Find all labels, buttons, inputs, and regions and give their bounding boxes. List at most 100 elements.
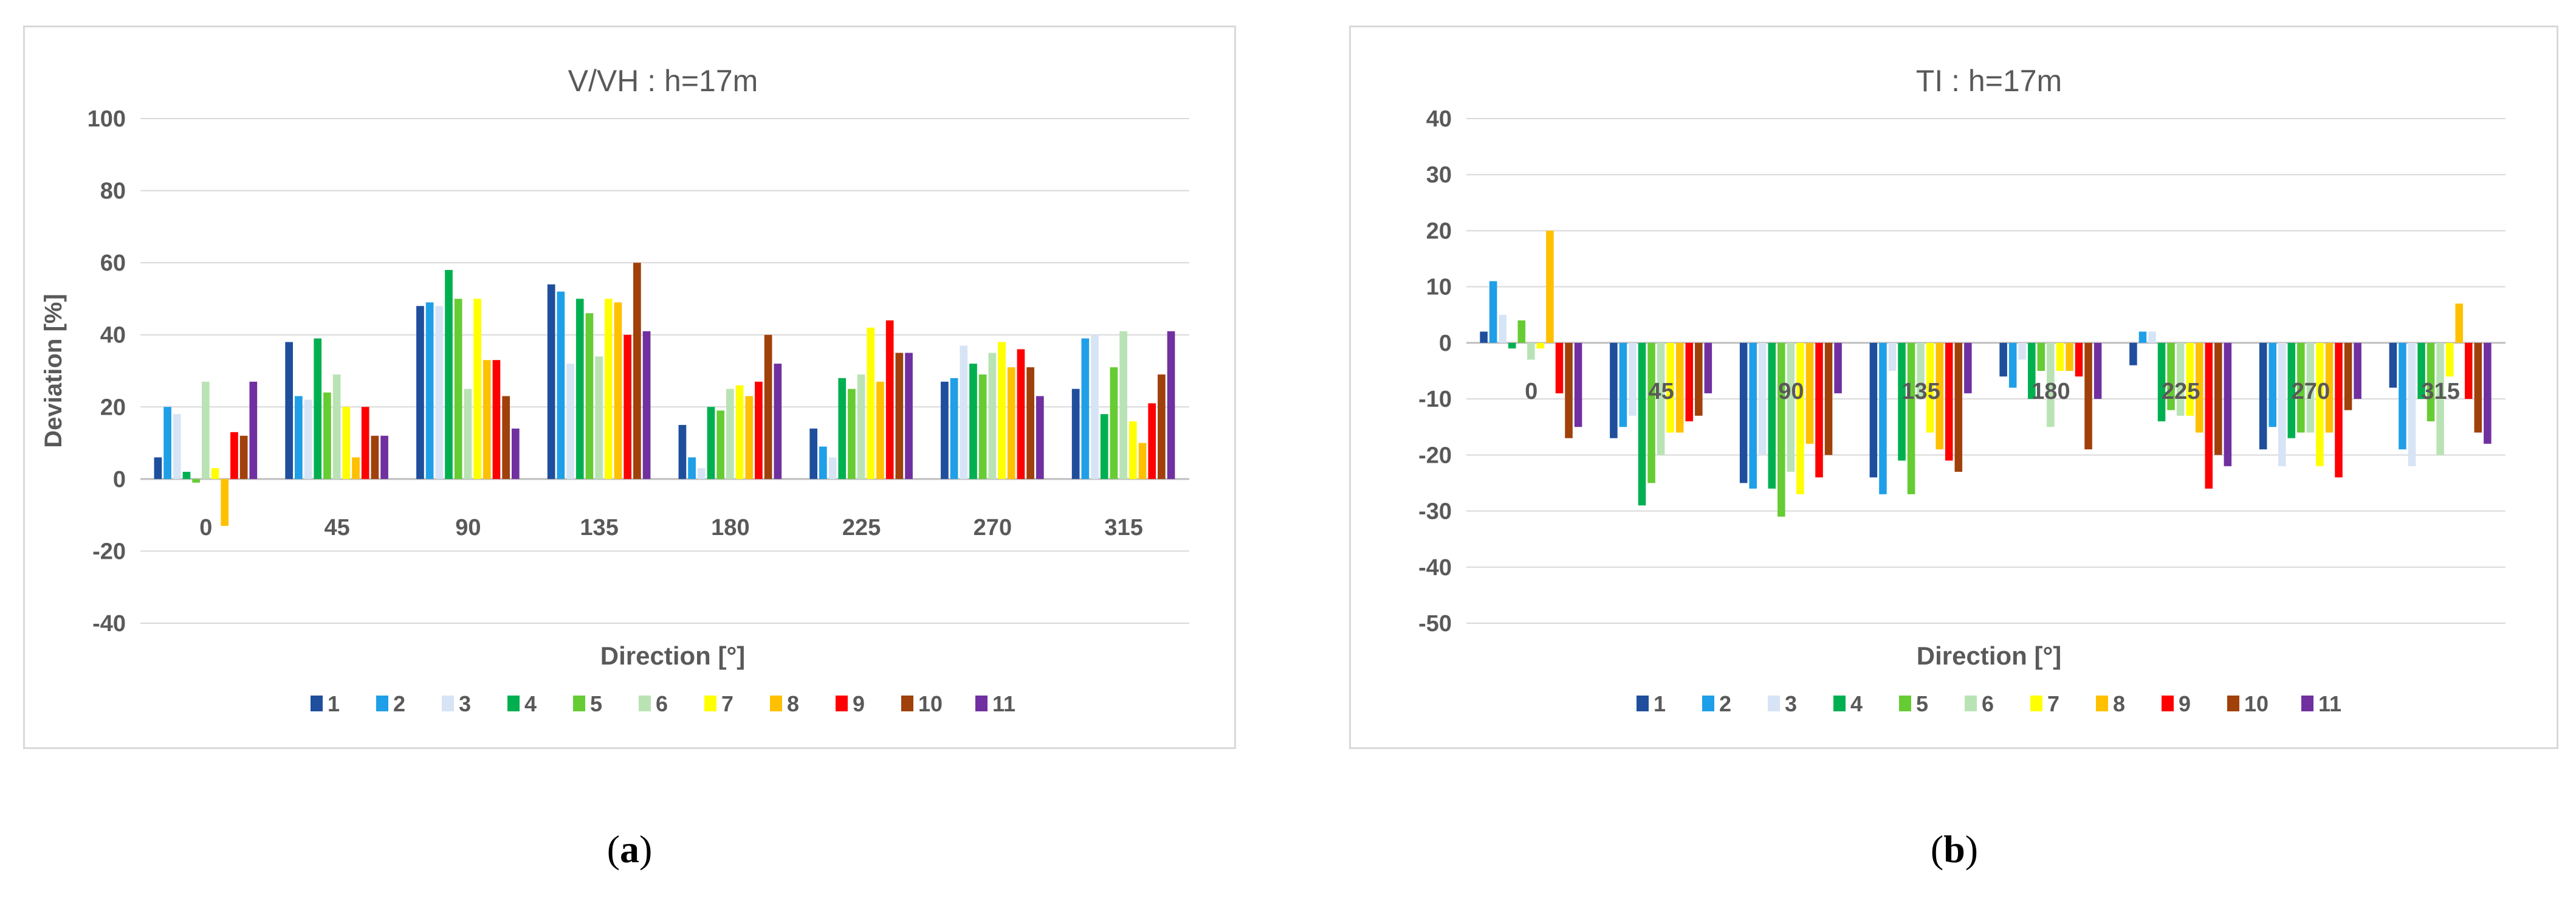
bar [1758, 342, 1767, 455]
bar [2205, 342, 2213, 489]
bar [1739, 342, 1748, 483]
legend-swatch [2301, 696, 2313, 711]
x-axis-label: Direction [°] [1917, 641, 2061, 670]
bar [716, 410, 725, 479]
bar [867, 327, 875, 479]
bar [575, 299, 584, 479]
bar [2047, 342, 2055, 427]
legend-swatch [639, 696, 651, 711]
bar [1805, 342, 1814, 444]
bar [1954, 342, 1963, 472]
bar [2066, 342, 2073, 371]
bar [1638, 342, 1646, 506]
bar [2195, 342, 2203, 433]
legend-swatch [704, 696, 716, 711]
bar [1489, 281, 1497, 343]
legend-label: 8 [2113, 691, 2125, 716]
bar [2176, 342, 2185, 416]
bar [1926, 342, 1934, 433]
bar [2269, 342, 2276, 427]
bar [295, 396, 303, 479]
bar [623, 334, 632, 479]
bar [2287, 342, 2296, 438]
bar [950, 378, 958, 479]
bar [978, 374, 987, 479]
bar [352, 457, 360, 479]
bar [1907, 342, 1915, 494]
y-tick-label: 40 [1426, 106, 1452, 132]
bar [642, 331, 651, 479]
bar [2344, 342, 2352, 410]
bar [1100, 414, 1108, 479]
bar [614, 302, 622, 479]
bar [1110, 367, 1118, 479]
bar [1499, 314, 1507, 343]
bar [2084, 342, 2092, 450]
bar [848, 389, 856, 479]
x-tick-label: 180 [711, 515, 749, 541]
y-tick-label: 60 [100, 250, 126, 276]
bar [1796, 342, 1804, 494]
y-tick-label: 0 [113, 467, 126, 492]
legend-label: 10 [918, 691, 943, 716]
bar [1017, 349, 1025, 479]
bar [1167, 331, 1175, 479]
legend-swatch [1702, 696, 1714, 711]
bar [755, 381, 763, 479]
bar [905, 353, 913, 479]
x-tick-label: 45 [1648, 379, 1674, 404]
bar [454, 299, 462, 479]
bar [1815, 342, 1823, 478]
bar [557, 291, 565, 479]
legend-label: 1 [328, 691, 340, 716]
y-tick-label: 20 [1426, 218, 1452, 244]
legend-swatch [1965, 696, 1977, 711]
legend-swatch [573, 696, 585, 711]
bar [2028, 342, 2036, 399]
bar [969, 364, 977, 479]
bar [2148, 331, 2156, 343]
bar [2297, 342, 2305, 433]
bar [1869, 342, 1878, 478]
bar [1935, 342, 1943, 450]
bar [511, 428, 520, 479]
y-tick-label: 40 [100, 323, 126, 348]
bar [2037, 342, 2045, 371]
bar [2075, 342, 2083, 377]
bar [1555, 342, 1564, 393]
bar [211, 468, 219, 479]
bar [492, 360, 501, 479]
bar [1777, 342, 1785, 517]
bar [2455, 303, 2463, 343]
bar [585, 313, 594, 479]
bar [876, 381, 884, 479]
bar [1964, 342, 1972, 393]
x-tick-label: 225 [2162, 379, 2200, 404]
legend-swatch [2096, 696, 2108, 711]
y-tick-label: -20 [92, 539, 126, 564]
bar [857, 374, 865, 479]
bar [988, 353, 997, 479]
bar [1666, 342, 1674, 433]
bar [2436, 342, 2444, 455]
y-tick-label: -50 [1418, 611, 1452, 637]
bar [502, 396, 510, 479]
bar [2335, 342, 2343, 478]
bar [173, 414, 181, 479]
bar [960, 345, 968, 479]
bar [895, 353, 904, 479]
chart-panel-b: TI : h=17m 40 30 20 10 0 -10 -20 -30 -40 -50 0 45 90 1… [1349, 26, 2558, 749]
legend-swatch [2030, 696, 2042, 711]
bar [547, 284, 555, 479]
bar [2093, 342, 2102, 399]
bar [2325, 342, 2334, 433]
bar [182, 472, 191, 479]
bar [371, 435, 379, 479]
bar [332, 374, 341, 479]
bar [285, 342, 294, 479]
x-tick-label: 0 [1525, 379, 1537, 404]
bar [445, 270, 453, 479]
bar [1071, 389, 1080, 479]
caption-a: (a) [606, 827, 653, 871]
bar [1026, 367, 1034, 479]
